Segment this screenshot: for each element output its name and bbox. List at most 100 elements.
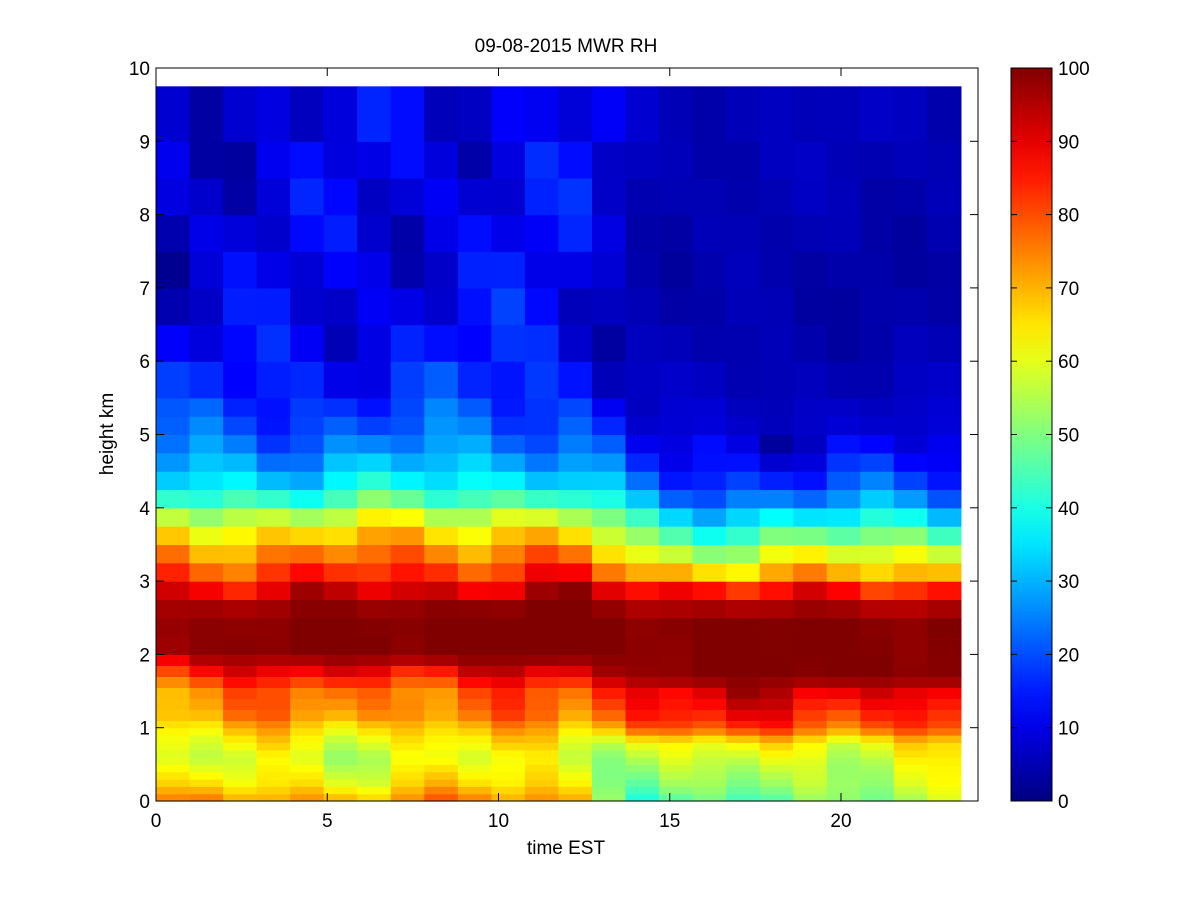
heat-cell xyxy=(256,654,291,666)
heat-cell xyxy=(189,141,224,179)
heat-cell xyxy=(558,526,593,546)
heat-cell xyxy=(659,251,694,289)
heat-cell xyxy=(189,177,224,216)
heat-cell xyxy=(759,771,794,780)
heat-cell xyxy=(625,86,660,142)
heat-cell xyxy=(860,698,895,710)
heat-cell xyxy=(189,709,224,721)
heat-cell xyxy=(256,742,291,751)
heat-cell xyxy=(860,757,895,765)
y-tick-label: 7 xyxy=(139,279,150,300)
heat-cell xyxy=(524,562,560,582)
heat-cell xyxy=(692,742,727,751)
heat-cell xyxy=(726,361,761,399)
heat-cell xyxy=(223,764,258,773)
heat-cell xyxy=(893,793,928,802)
heat-cell xyxy=(390,749,425,758)
heat-cell xyxy=(591,749,627,758)
chart-title: 09-08-2015 MWR RH xyxy=(475,36,658,57)
heat-cell xyxy=(793,720,828,729)
heat-cell xyxy=(591,793,627,802)
heat-cell xyxy=(558,665,593,677)
heat-cell xyxy=(424,581,459,601)
heat-cell xyxy=(323,471,358,491)
y-axis-label: height km xyxy=(97,393,118,475)
heat-cell xyxy=(826,581,861,601)
heat-cell xyxy=(927,177,962,216)
heat-cell xyxy=(558,636,593,655)
heat-cell xyxy=(424,544,459,564)
heat-cell xyxy=(424,177,459,216)
colorbar-tick-label: 10 xyxy=(1058,719,1079,740)
heat-cell xyxy=(659,452,694,472)
heat-cell xyxy=(457,599,492,619)
heat-cell xyxy=(659,177,694,216)
heat-cell xyxy=(390,793,425,802)
heat-cell xyxy=(659,727,694,736)
heat-cell xyxy=(524,452,560,472)
heat-cell xyxy=(357,749,392,758)
heat-cell xyxy=(524,665,560,677)
heat-cell xyxy=(491,544,526,564)
heat-cell xyxy=(692,709,727,721)
heat-cell xyxy=(290,562,325,582)
heat-cell xyxy=(893,617,928,637)
heat-cell xyxy=(491,636,526,655)
heat-cell xyxy=(726,214,761,252)
heat-cell xyxy=(491,287,526,326)
heat-cell xyxy=(625,141,660,179)
heat-cell xyxy=(860,793,895,802)
heat-cell xyxy=(323,735,358,743)
heat-cell xyxy=(726,793,761,802)
heat-cell xyxy=(290,687,325,699)
heat-cell xyxy=(860,709,895,721)
heat-cell xyxy=(390,720,425,729)
heat-cell xyxy=(692,471,727,491)
heat-cell xyxy=(424,687,459,699)
heat-cell xyxy=(390,636,425,655)
heat-cell xyxy=(457,141,492,179)
x-tick-label: 0 xyxy=(151,811,162,832)
heat-cell xyxy=(726,720,761,729)
heat-cell xyxy=(726,507,761,527)
heat-cell xyxy=(457,434,492,454)
heat-cell xyxy=(860,434,895,454)
heat-cell xyxy=(692,177,727,216)
heat-cell xyxy=(625,452,660,472)
heat-cell xyxy=(826,287,861,326)
heat-cell xyxy=(290,786,325,795)
heat-cell xyxy=(558,141,593,179)
heat-cell xyxy=(390,251,425,289)
heat-cell xyxy=(189,749,224,758)
heat-cell xyxy=(323,599,358,619)
heat-cell xyxy=(793,397,828,417)
heat-cell xyxy=(893,416,928,436)
heat-cell xyxy=(223,361,258,399)
heat-cell xyxy=(893,698,928,710)
heat-cell xyxy=(323,727,358,736)
heat-cell xyxy=(424,779,459,787)
heat-cell xyxy=(793,771,828,780)
heat-cell xyxy=(323,687,358,699)
heatmap-cells xyxy=(156,86,962,802)
heat-cell xyxy=(223,709,258,721)
heat-cell xyxy=(390,764,425,773)
heat-cell xyxy=(524,489,560,509)
heat-cell xyxy=(625,786,660,795)
heat-cell xyxy=(323,452,358,472)
heat-cell xyxy=(290,654,325,666)
heat-cell xyxy=(726,471,761,491)
heat-cell xyxy=(893,214,928,252)
heat-cell xyxy=(256,599,291,619)
heat-cell xyxy=(692,749,727,758)
heat-cell xyxy=(759,507,794,527)
heat-cell xyxy=(457,676,492,688)
heat-cell xyxy=(826,434,861,454)
heat-cell xyxy=(323,361,358,399)
heat-cell xyxy=(491,676,526,688)
heat-cell xyxy=(659,416,694,436)
heat-cell xyxy=(893,287,928,326)
x-tick-label: 20 xyxy=(830,811,851,832)
heat-cell xyxy=(591,779,627,787)
heat-cell xyxy=(424,709,459,721)
